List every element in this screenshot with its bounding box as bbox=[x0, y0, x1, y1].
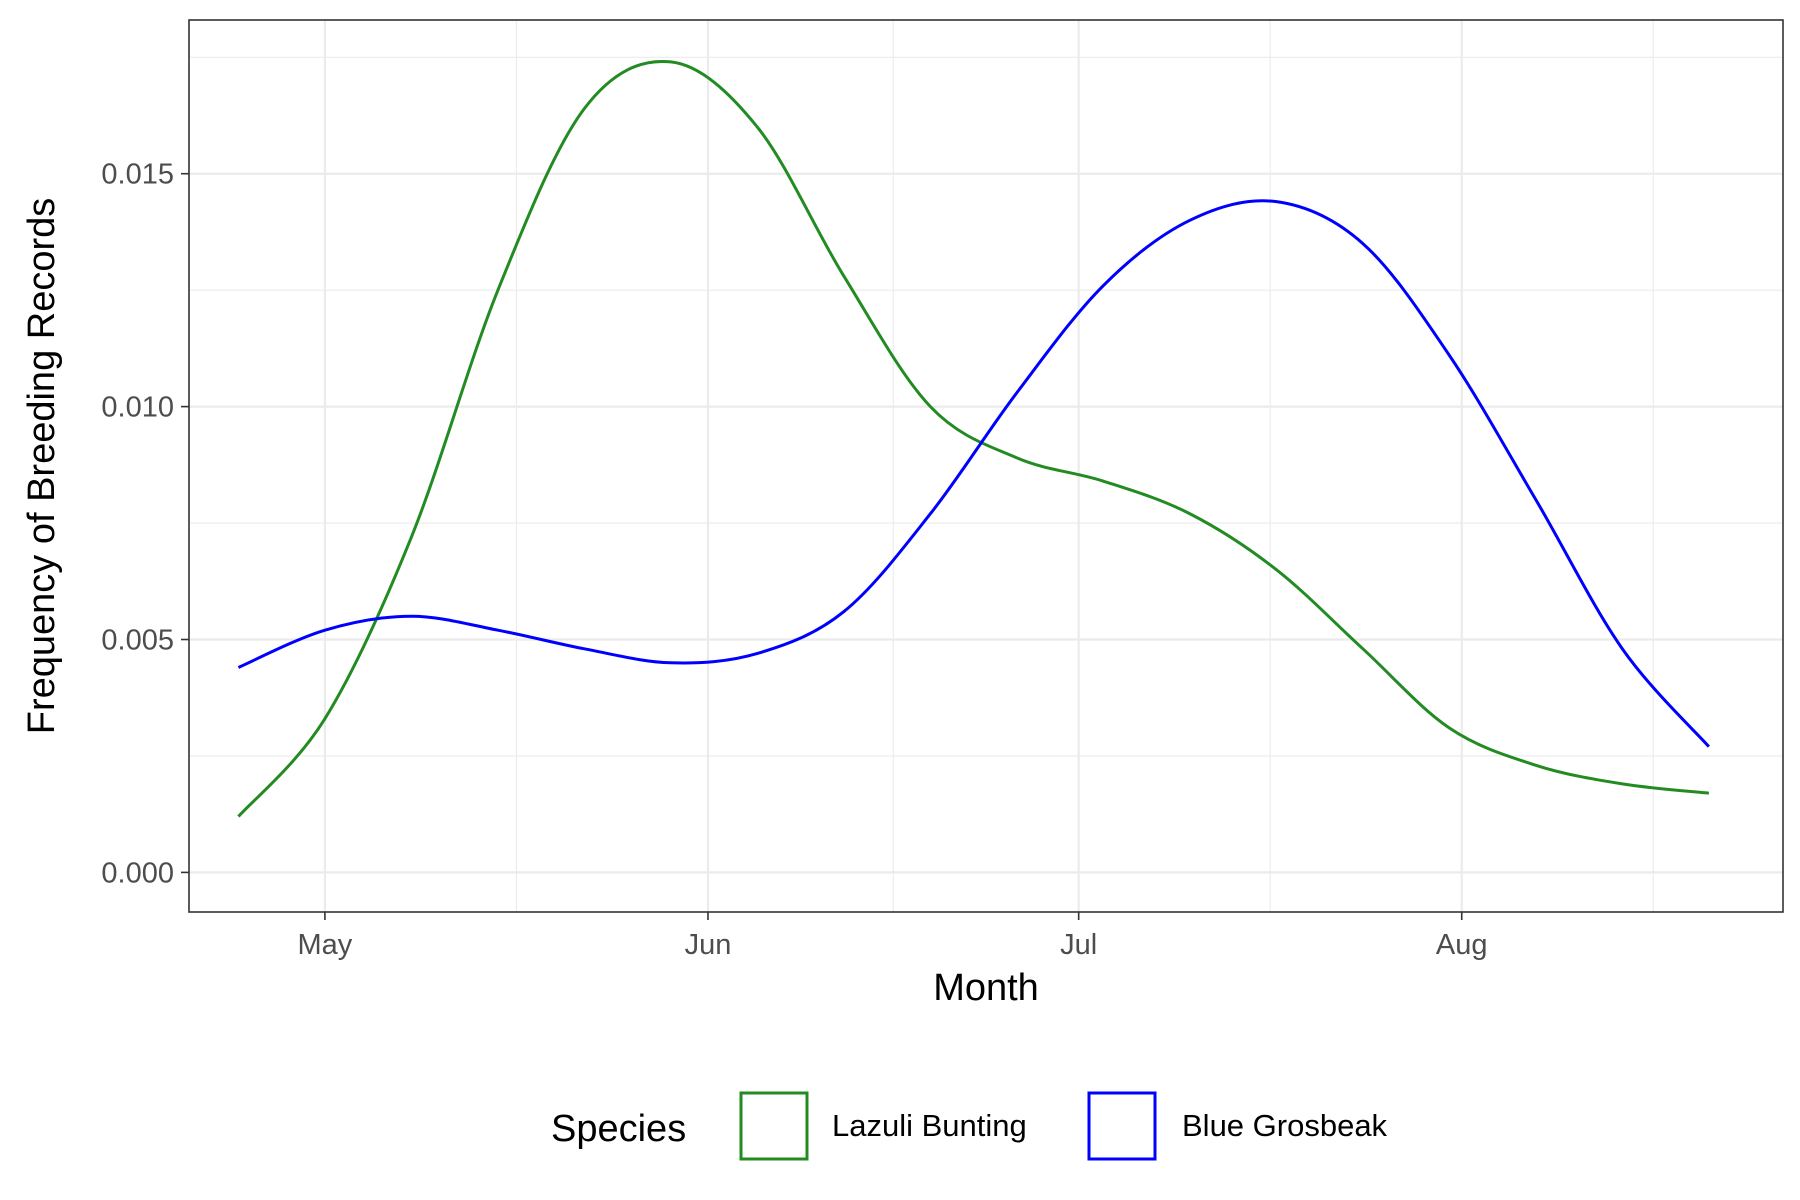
legend-title: Species bbox=[551, 1108, 686, 1150]
series-layer bbox=[237, 59, 1710, 818]
y-tick-label-0: 0.000 bbox=[101, 857, 174, 889]
x-tick-label-3: Aug bbox=[1436, 929, 1488, 961]
legend: Species Lazuli Bunting Blue Grosbeak bbox=[551, 1091, 1388, 1161]
y-tick-label-2: 0.010 bbox=[101, 392, 174, 424]
x-tick-label-2: Jul bbox=[1060, 929, 1097, 961]
grid-minor bbox=[189, 20, 1783, 912]
series-line-blue-grosbeak bbox=[237, 199, 1710, 748]
plot-panel bbox=[189, 20, 1783, 912]
plot-border bbox=[188, 19, 1784, 913]
x-tick-label-1: Jun bbox=[685, 929, 732, 961]
legend-label-blue-grosbeak: Blue Grosbeak bbox=[1182, 1108, 1388, 1143]
x-axis: May Jun Jul Aug bbox=[298, 912, 1488, 961]
legend-key-lazuli-bunting bbox=[739, 1091, 809, 1161]
y-axis: 0.000 0.005 0.010 0.015 bbox=[101, 159, 189, 889]
grid-major bbox=[189, 20, 1783, 912]
x-tick-label-0: May bbox=[298, 929, 353, 961]
y-axis-title: Frequency of Breeding Records bbox=[21, 198, 63, 735]
y-tick-label-1: 0.005 bbox=[101, 625, 174, 657]
legend-label-lazuli-bunting: Lazuli Bunting bbox=[832, 1108, 1027, 1143]
series-line-lazuli-bunting bbox=[237, 59, 1710, 818]
legend-key-blue-grosbeak bbox=[1087, 1091, 1157, 1161]
x-axis-title: Month bbox=[933, 967, 1039, 1009]
y-tick-label-3: 0.015 bbox=[101, 159, 174, 191]
